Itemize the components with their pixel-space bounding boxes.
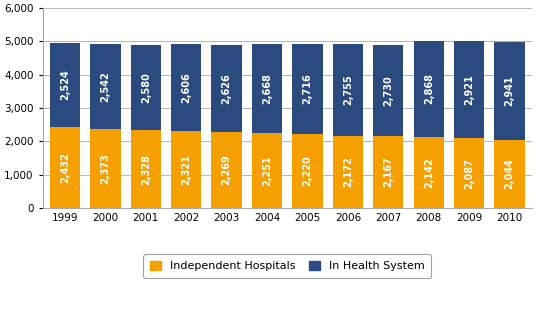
Text: 2,321: 2,321 [181, 154, 191, 185]
Bar [252, 133, 282, 208]
Text: 2,087: 2,087 [464, 158, 474, 189]
Legend: Independent Hospitals, In Health System: Independent Hospitals, In Health System [143, 254, 431, 278]
Text: 2,044: 2,044 [504, 159, 515, 189]
Text: 2,868: 2,868 [424, 73, 434, 104]
Text: 2,172: 2,172 [343, 156, 353, 187]
Text: 2,220: 2,220 [302, 156, 312, 186]
Bar [50, 43, 80, 127]
Text: 2,580: 2,580 [141, 72, 151, 103]
Bar [212, 132, 242, 208]
Bar [90, 129, 121, 208]
Bar [292, 134, 323, 208]
Bar [252, 44, 282, 133]
Text: 2,167: 2,167 [383, 156, 393, 187]
Bar [414, 41, 444, 137]
Text: 2,626: 2,626 [221, 73, 232, 104]
Bar [90, 44, 121, 129]
Text: 2,941: 2,941 [504, 75, 515, 106]
Text: 2,921: 2,921 [464, 74, 474, 105]
Text: 2,328: 2,328 [141, 154, 151, 185]
Text: 2,730: 2,730 [383, 75, 393, 106]
Bar [373, 45, 404, 136]
Text: 2,432: 2,432 [60, 152, 70, 183]
Bar [50, 127, 80, 208]
Text: 2,251: 2,251 [262, 155, 272, 186]
Bar [494, 140, 525, 208]
Bar [131, 44, 161, 130]
Bar [171, 131, 202, 208]
Bar [414, 137, 444, 208]
Bar [454, 41, 485, 139]
Bar [494, 42, 525, 140]
Text: 2,524: 2,524 [60, 69, 70, 100]
Bar [333, 44, 363, 136]
Text: 2,142: 2,142 [424, 157, 434, 188]
Bar [131, 130, 161, 208]
Bar [333, 136, 363, 208]
Bar [373, 136, 404, 208]
Text: 2,755: 2,755 [343, 74, 353, 105]
Text: 2,373: 2,373 [100, 153, 110, 184]
Text: 2,668: 2,668 [262, 73, 272, 104]
Text: 2,716: 2,716 [302, 73, 312, 104]
Text: 2,606: 2,606 [181, 72, 191, 103]
Bar [292, 43, 323, 134]
Text: 2,269: 2,269 [221, 155, 232, 186]
Text: 2,542: 2,542 [100, 71, 110, 102]
Bar [171, 44, 202, 131]
Bar [212, 45, 242, 132]
Bar [454, 139, 485, 208]
